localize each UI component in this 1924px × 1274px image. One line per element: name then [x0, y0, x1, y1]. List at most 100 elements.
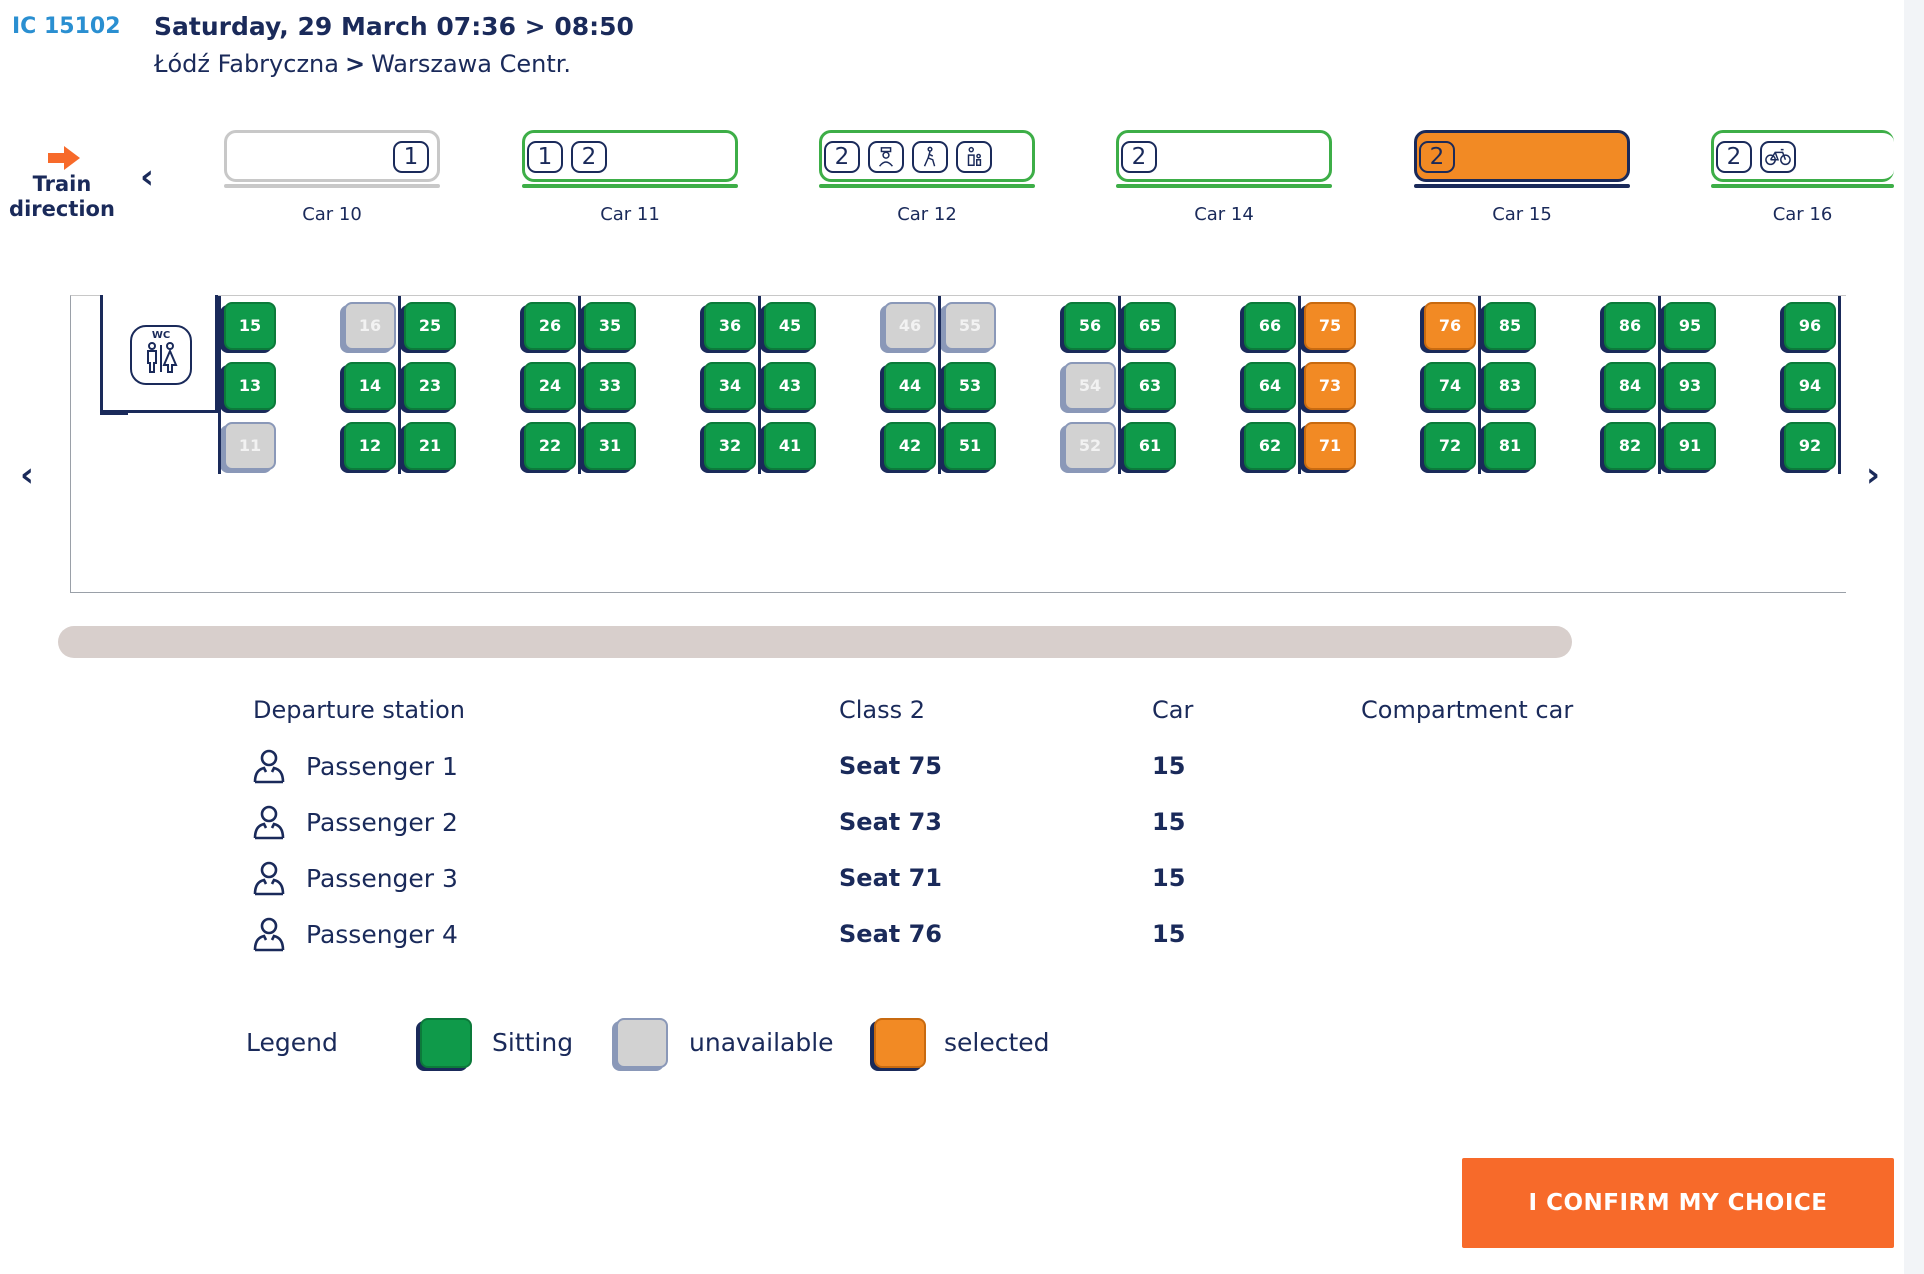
- route-separator: >: [344, 50, 366, 78]
- seat-pair-divider: [1838, 296, 1841, 474]
- seat-pair-divider: [578, 296, 581, 474]
- seat-41[interactable]: 41: [764, 422, 816, 470]
- person-icon: [253, 805, 285, 840]
- seat-75[interactable]: 75: [1304, 302, 1356, 350]
- seat-26[interactable]: 26: [524, 302, 576, 350]
- seat-91[interactable]: 91: [1664, 422, 1716, 470]
- seat-54: 54: [1064, 362, 1116, 410]
- seat-86[interactable]: 86: [1604, 302, 1656, 350]
- class-header: Class 2: [839, 696, 926, 724]
- seat-36[interactable]: 36: [704, 302, 756, 350]
- seat-22[interactable]: 22: [524, 422, 576, 470]
- seat-44[interactable]: 44: [884, 362, 936, 410]
- car-car-15[interactable]: 2 Car 15: [1414, 130, 1630, 225]
- car-label: Car 12: [897, 204, 957, 225]
- class-1-chip: 1: [527, 141, 563, 173]
- car-header: Car: [1152, 696, 1194, 724]
- seat-71[interactable]: 71: [1304, 422, 1356, 470]
- seat-42[interactable]: 42: [884, 422, 936, 470]
- seat-64[interactable]: 64: [1244, 362, 1296, 410]
- car-outline: 2: [1711, 130, 1894, 182]
- car-underline: [224, 184, 440, 188]
- car-outline: 2: [1414, 130, 1630, 182]
- conductor-icon: [868, 141, 904, 173]
- seat-66[interactable]: 66: [1244, 302, 1296, 350]
- seat-73[interactable]: 73: [1304, 362, 1356, 410]
- class-2-chip: 2: [1121, 141, 1157, 173]
- seat-25[interactable]: 25: [404, 302, 456, 350]
- seat-82[interactable]: 82: [1604, 422, 1656, 470]
- page-scrollbar[interactable]: [1904, 0, 1924, 1274]
- legend-sitting-swatch: [420, 1018, 472, 1068]
- plan-prev-button[interactable]: ‹: [20, 455, 35, 495]
- seat-12[interactable]: 12: [344, 422, 396, 470]
- seat-31[interactable]: 31: [584, 422, 636, 470]
- passenger-name: Passenger 4: [306, 920, 458, 949]
- seat-96[interactable]: 96: [1784, 302, 1836, 350]
- seat-74[interactable]: 74: [1424, 362, 1476, 410]
- seat-92[interactable]: 92: [1784, 422, 1836, 470]
- seat-52: 52: [1064, 422, 1116, 470]
- seat-34[interactable]: 34: [704, 362, 756, 410]
- legend-selected-swatch: [874, 1018, 926, 1068]
- seat-72[interactable]: 72: [1424, 422, 1476, 470]
- seat-pair-divider: [1118, 296, 1121, 474]
- confirm-choice-button[interactable]: I CONFIRM MY CHOICE: [1462, 1158, 1894, 1248]
- seat-63[interactable]: 63: [1124, 362, 1176, 410]
- seat-93[interactable]: 93: [1664, 362, 1716, 410]
- seat-83[interactable]: 83: [1484, 362, 1536, 410]
- class-2-chip: 2: [571, 141, 607, 173]
- seat-61[interactable]: 61: [1124, 422, 1176, 470]
- seat-51[interactable]: 51: [944, 422, 996, 470]
- wc-icon: WC: [130, 325, 192, 385]
- seat-53[interactable]: 53: [944, 362, 996, 410]
- class-1-chip: 1: [393, 141, 429, 173]
- seat-84[interactable]: 84: [1604, 362, 1656, 410]
- passenger-seat: Seat 76: [839, 920, 942, 948]
- seat-62[interactable]: 62: [1244, 422, 1296, 470]
- passenger-row: Passenger 2 Seat 73 15: [252, 804, 1452, 844]
- seat-15[interactable]: 15: [224, 302, 276, 350]
- seat-33[interactable]: 33: [584, 362, 636, 410]
- seat-94[interactable]: 94: [1784, 362, 1836, 410]
- plan-scrollbar[interactable]: [58, 626, 1572, 658]
- passenger-row: Passenger 1 Seat 75 15: [252, 748, 1452, 788]
- legend-sitting-label: Sitting: [492, 1028, 574, 1057]
- seat-81[interactable]: 81: [1484, 422, 1536, 470]
- car-car-14[interactable]: 2 Car 14: [1116, 130, 1332, 225]
- seat-24[interactable]: 24: [524, 362, 576, 410]
- person-icon: [253, 917, 285, 952]
- car-label: Car 16: [1772, 204, 1833, 225]
- person-icon: [253, 861, 285, 896]
- seat-21[interactable]: 21: [404, 422, 456, 470]
- car-car-16[interactable]: 2 Car 16: [1711, 130, 1894, 225]
- bicycle-icon: [1760, 141, 1796, 173]
- car-label: Car 10: [302, 204, 362, 225]
- seat-85[interactable]: 85: [1484, 302, 1536, 350]
- seat-56[interactable]: 56: [1064, 302, 1116, 350]
- cars-prev-button[interactable]: ‹: [140, 157, 155, 197]
- car-car-12[interactable]: 2 Car 12: [819, 130, 1035, 225]
- seat-45[interactable]: 45: [764, 302, 816, 350]
- train-direction-line1: Train: [32, 172, 92, 196]
- seat-43[interactable]: 43: [764, 362, 816, 410]
- seat-13[interactable]: 13: [224, 362, 276, 410]
- seat-95[interactable]: 95: [1664, 302, 1716, 350]
- seat-14[interactable]: 14: [344, 362, 396, 410]
- seat-pair-divider: [758, 296, 761, 474]
- car-label: Car 15: [1492, 204, 1552, 225]
- car-car-10: 1 Car 10: [224, 130, 440, 225]
- seat-pair-divider: [398, 296, 401, 474]
- seat-35[interactable]: 35: [584, 302, 636, 350]
- plan-next-button[interactable]: ›: [1866, 455, 1881, 495]
- seat-32[interactable]: 32: [704, 422, 756, 470]
- car-underline: [522, 184, 738, 188]
- seat-76[interactable]: 76: [1424, 302, 1476, 350]
- seat-23[interactable]: 23: [404, 362, 456, 410]
- person-icon: [253, 749, 285, 784]
- car-label: Car 11: [600, 204, 660, 225]
- seat-65[interactable]: 65: [1124, 302, 1176, 350]
- car-outline: 2: [819, 130, 1035, 182]
- car-car-11[interactable]: 1 2 Car 11: [522, 130, 738, 225]
